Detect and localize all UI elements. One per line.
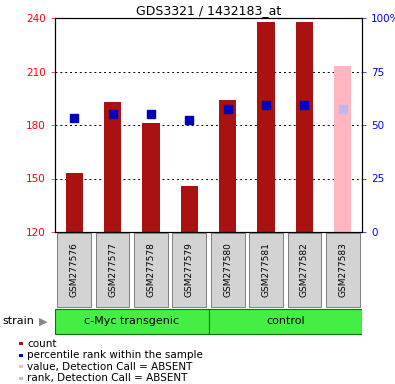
Text: GSM277578: GSM277578 [147, 243, 156, 298]
FancyBboxPatch shape [209, 310, 362, 334]
Text: value, Detection Call = ABSENT: value, Detection Call = ABSENT [27, 362, 193, 372]
Bar [258, 22, 275, 232]
Text: count: count [27, 339, 57, 349]
Bar [334, 66, 352, 232]
FancyBboxPatch shape [249, 233, 283, 307]
Bar [296, 22, 313, 232]
Bar [142, 123, 160, 232]
Text: c-Myc transgenic: c-Myc transgenic [84, 316, 179, 326]
Point [109, 111, 116, 118]
Text: ▶: ▶ [39, 316, 48, 326]
Bar [66, 173, 83, 232]
Point [148, 111, 154, 118]
Text: GSM277581: GSM277581 [261, 243, 271, 298]
Bar [19, 377, 23, 380]
Text: GSM277583: GSM277583 [338, 243, 347, 298]
Point [71, 115, 77, 121]
Text: strain: strain [2, 316, 34, 326]
FancyBboxPatch shape [134, 233, 168, 307]
Title: GDS3321 / 1432183_at: GDS3321 / 1432183_at [136, 4, 281, 17]
Point [340, 106, 346, 112]
Text: GSM277577: GSM277577 [108, 243, 117, 298]
FancyBboxPatch shape [288, 233, 321, 307]
Bar [19, 354, 23, 357]
Text: GSM277576: GSM277576 [70, 243, 79, 298]
Point [263, 102, 269, 108]
FancyBboxPatch shape [173, 233, 206, 307]
Text: rank, Detection Call = ABSENT: rank, Detection Call = ABSENT [27, 373, 188, 383]
FancyBboxPatch shape [211, 233, 245, 307]
Bar [181, 185, 198, 232]
Text: GSM277580: GSM277580 [223, 243, 232, 298]
Point [301, 102, 308, 108]
Bar [19, 365, 23, 368]
FancyBboxPatch shape [96, 233, 130, 307]
Text: control: control [266, 316, 305, 326]
Text: GSM277579: GSM277579 [185, 243, 194, 298]
Bar [19, 343, 23, 345]
Text: percentile rank within the sample: percentile rank within the sample [27, 350, 203, 360]
Bar [104, 102, 121, 232]
Point [224, 106, 231, 112]
Text: GSM277582: GSM277582 [300, 243, 309, 297]
FancyBboxPatch shape [57, 233, 91, 307]
Point [186, 117, 192, 123]
FancyBboxPatch shape [326, 233, 360, 307]
FancyBboxPatch shape [55, 310, 209, 334]
Bar [219, 100, 236, 232]
